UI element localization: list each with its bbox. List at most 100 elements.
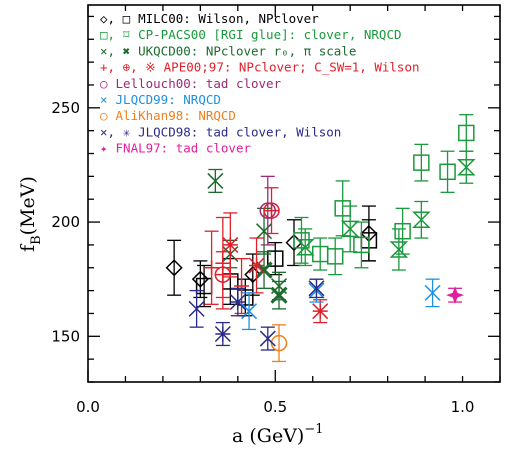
marker-asterisk bbox=[214, 325, 231, 343]
marker-plus bbox=[204, 260, 220, 276]
legend-symbols: ✦ bbox=[100, 141, 108, 156]
marker-asterisk bbox=[312, 303, 329, 320]
series bbox=[255, 251, 288, 310]
marker-asterisk bbox=[248, 257, 265, 274]
data-point bbox=[353, 221, 370, 269]
x-axis-label-exponent: −1 bbox=[304, 422, 323, 437]
data-point bbox=[308, 278, 325, 299]
legend-label: JLQCD98: tad clover, Wilson bbox=[138, 124, 341, 139]
marker-diamond bbox=[165, 259, 183, 277]
series bbox=[270, 324, 288, 363]
data-point bbox=[248, 237, 265, 294]
series bbox=[222, 212, 329, 324]
data-point bbox=[270, 280, 288, 310]
legend-label: FNAL97: tad clover bbox=[116, 141, 252, 156]
legend-entry: ×, ✳ JLQCD98: tad clover, Wilson bbox=[100, 124, 341, 139]
marker-circle-plus-bar bbox=[264, 203, 280, 219]
data-point bbox=[259, 326, 276, 351]
x-tick-label: 0.0 bbox=[76, 398, 100, 416]
marker-diamond bbox=[191, 270, 209, 288]
marker-star bbox=[446, 286, 465, 305]
data-point bbox=[214, 251, 232, 299]
data-point bbox=[165, 239, 183, 296]
marker-cross-bold bbox=[270, 286, 288, 304]
data-point bbox=[446, 286, 465, 305]
data-point bbox=[389, 228, 409, 271]
legend-entry: ◇, □ MILC00: Wilson, NPclover bbox=[100, 11, 319, 26]
marker-cross bbox=[424, 284, 441, 301]
legend-symbols: □, ⌑ bbox=[100, 27, 130, 42]
y-tick-label: 150 bbox=[51, 327, 80, 345]
y-tick-label: 250 bbox=[51, 99, 80, 117]
series bbox=[214, 187, 280, 299]
marker-square bbox=[326, 248, 344, 265]
legend-entry: ✦ FNAL97: tad clover bbox=[100, 141, 251, 156]
data-point bbox=[412, 200, 431, 239]
data-point bbox=[256, 207, 273, 255]
legend-entry: ○ Lellouch00: tad clover bbox=[100, 76, 282, 91]
marker-circle-plus-bar bbox=[215, 267, 231, 283]
legend-symbols: ×, ✳ bbox=[100, 124, 131, 139]
data-point bbox=[229, 287, 246, 317]
marker-diamond bbox=[244, 266, 262, 284]
legend-label: AliKhan98: NRQCD bbox=[116, 108, 236, 123]
data-point bbox=[255, 251, 273, 289]
x-tick-label: 0.5 bbox=[263, 398, 287, 416]
legend-symbols: ○ bbox=[100, 108, 108, 123]
legend-entry: ×, ✖ UKQCD00: NPclover r₀, π scale bbox=[100, 43, 356, 58]
data-point bbox=[311, 237, 329, 271]
data-point bbox=[204, 230, 220, 305]
marker-square bbox=[458, 124, 475, 142]
data-point bbox=[458, 114, 475, 152]
marker-square bbox=[353, 236, 370, 254]
data-point bbox=[340, 205, 360, 253]
data-point bbox=[267, 241, 284, 276]
marker-cross bbox=[308, 280, 325, 297]
y-axis-label-subscript: B bbox=[29, 235, 44, 245]
series bbox=[214, 287, 246, 347]
data-point bbox=[326, 237, 344, 276]
legend-symbols: ○ bbox=[100, 76, 108, 91]
marker-hourglass bbox=[340, 220, 360, 238]
marker-circle bbox=[259, 202, 277, 219]
legend-entry: +, ⊕, ※ APE00;97: NPclover; C_SW=1, Wilso… bbox=[100, 60, 420, 75]
marker-asterisk bbox=[229, 293, 246, 311]
marker-asterisk bbox=[222, 236, 239, 253]
data-point bbox=[222, 212, 239, 278]
series bbox=[295, 150, 476, 271]
data-point bbox=[312, 299, 329, 324]
y-axis-label-main: f bbox=[17, 243, 39, 252]
marker-cross bbox=[207, 172, 224, 189]
marker-square bbox=[413, 154, 430, 171]
data-point bbox=[270, 324, 288, 363]
y-axis-label: fB(MeV) bbox=[17, 176, 44, 252]
marker-cross bbox=[188, 300, 205, 317]
data-point bbox=[241, 292, 258, 331]
legend-label: MILC00: Wilson, NPclover bbox=[138, 11, 319, 26]
data-point bbox=[207, 168, 224, 194]
legend-label: JLQCD99: NRQCD bbox=[116, 92, 221, 107]
marker-hourglass bbox=[412, 211, 431, 229]
marker-plus bbox=[234, 278, 250, 294]
series bbox=[259, 175, 277, 246]
series bbox=[188, 278, 325, 351]
data-point bbox=[439, 150, 456, 194]
legend-label: UKQCD00: NPclover r₀, π scale bbox=[138, 43, 356, 58]
y-axis-label-unit: (MeV) bbox=[17, 176, 39, 235]
marker-cross bbox=[256, 223, 273, 240]
marker-square bbox=[267, 250, 284, 267]
legend-label: APE00;97: NPclover; C_SW=1, Wilson bbox=[164, 60, 420, 75]
x-axis-label-main: a (GeV) bbox=[232, 425, 304, 447]
marker-square bbox=[439, 163, 456, 181]
data-point bbox=[214, 321, 231, 347]
plot-axes: 0.0 0.5 1.0 150 200 250 bbox=[51, 4, 501, 416]
legend-entry: × JLQCD99: NRQCD bbox=[100, 92, 221, 107]
marker-hourglass bbox=[456, 158, 476, 176]
marker-cross bbox=[259, 330, 276, 347]
data-point bbox=[424, 278, 441, 308]
legend-symbols: +, ⊕, ※ bbox=[100, 60, 156, 75]
data-point bbox=[456, 150, 476, 184]
data-point bbox=[263, 187, 280, 235]
series bbox=[446, 286, 465, 305]
legend-label: CP-PACS00 [RGI glue]: clover, NRQCD bbox=[138, 27, 401, 42]
